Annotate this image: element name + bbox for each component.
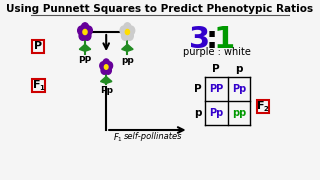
Circle shape [125, 30, 130, 35]
Text: p: p [194, 108, 201, 118]
Circle shape [79, 31, 86, 40]
Text: purple : white: purple : white [183, 47, 251, 57]
Text: Using Punnett Squares to Predict Phenotypic Ratios: Using Punnett Squares to Predict Phenoty… [6, 4, 314, 14]
Text: F: F [257, 101, 265, 111]
Text: p: p [235, 64, 243, 74]
Text: F: F [33, 80, 41, 90]
Circle shape [126, 31, 133, 40]
Text: Pp: Pp [232, 84, 246, 94]
Circle shape [120, 26, 127, 35]
Text: 3: 3 [189, 25, 211, 54]
Circle shape [105, 67, 111, 74]
Text: P: P [194, 84, 201, 94]
Circle shape [124, 23, 131, 32]
Circle shape [128, 26, 135, 35]
Polygon shape [100, 76, 106, 84]
FancyBboxPatch shape [257, 100, 269, 112]
Circle shape [83, 30, 87, 35]
Text: self-pollinates: self-pollinates [124, 132, 183, 141]
FancyBboxPatch shape [32, 78, 45, 91]
Text: Pp: Pp [100, 86, 113, 95]
Polygon shape [106, 76, 112, 84]
Circle shape [85, 26, 92, 35]
Text: 1: 1 [39, 85, 44, 91]
FancyBboxPatch shape [32, 39, 44, 53]
Circle shape [78, 26, 85, 35]
Circle shape [101, 67, 107, 74]
Circle shape [81, 23, 89, 32]
Polygon shape [127, 44, 133, 51]
Circle shape [106, 62, 113, 69]
Text: Pp: Pp [209, 108, 223, 118]
Text: pp: pp [232, 108, 246, 118]
Polygon shape [79, 44, 85, 51]
Text: P: P [212, 64, 220, 74]
Circle shape [104, 65, 108, 69]
Circle shape [122, 31, 129, 40]
Text: PP: PP [209, 84, 223, 94]
Circle shape [103, 59, 109, 67]
Text: PP: PP [78, 56, 92, 65]
Text: 1: 1 [214, 25, 235, 54]
Circle shape [100, 62, 106, 69]
Polygon shape [122, 44, 127, 51]
Text: :: : [206, 25, 218, 54]
Polygon shape [85, 44, 91, 51]
Text: P: P [34, 41, 42, 51]
Text: 2: 2 [263, 106, 268, 112]
Text: $F_1$: $F_1$ [113, 132, 123, 145]
Text: pp: pp [121, 56, 134, 65]
Circle shape [84, 31, 91, 40]
